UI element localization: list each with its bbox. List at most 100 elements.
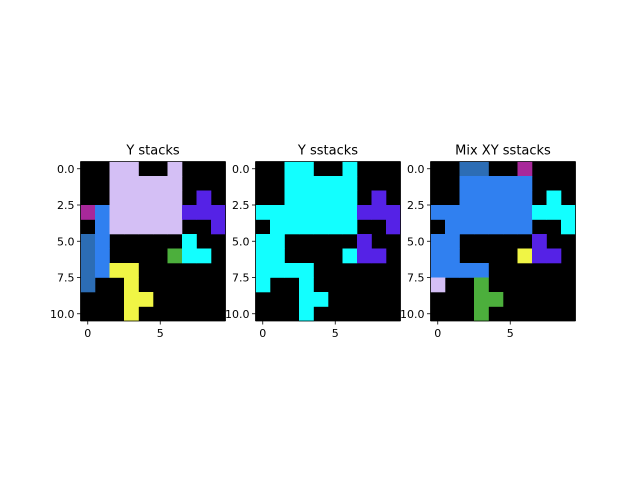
heatmap-cell — [517, 190, 533, 206]
heatmap-cell — [299, 306, 314, 322]
heatmap-cell — [299, 277, 314, 293]
heatmap-cell — [167, 205, 183, 220]
heatmap-cell — [299, 176, 314, 191]
heatmap-cell — [430, 263, 446, 278]
heatmap-cell — [95, 219, 110, 235]
chart-title: Mix XY sstacks — [455, 144, 551, 159]
heatmap-cell — [124, 205, 139, 220]
heatmap-cell — [182, 234, 197, 249]
heatmap-cell — [459, 161, 475, 177]
heatmap-cell — [124, 161, 139, 177]
heatmap-cell — [517, 161, 533, 177]
heatmap-cell — [459, 205, 475, 220]
heatmap-cell — [167, 219, 183, 235]
heatmap-cell — [532, 248, 547, 264]
heatmap-cell — [517, 248, 533, 264]
heatmap-cell — [445, 234, 460, 249]
heatmap-cell — [109, 219, 125, 235]
heatmap-cell — [95, 263, 110, 278]
y-tick-label: 5.0 — [407, 235, 425, 248]
heatmap-cell — [284, 263, 300, 278]
y-tick-label: 0.0 — [232, 163, 250, 176]
heatmap-cell — [182, 248, 197, 264]
heatmap-cell — [284, 219, 300, 235]
heatmap-cell — [299, 190, 314, 206]
heatmap-cell — [313, 205, 329, 220]
heatmap-cell — [445, 263, 460, 278]
heatmap-cell — [517, 219, 533, 235]
heatmap-cell — [561, 205, 576, 220]
heatmap-cell — [561, 219, 576, 235]
heatmap-cell — [153, 205, 168, 220]
heatmap-cell — [430, 277, 446, 293]
x-tick-label: 0 — [84, 327, 91, 340]
heatmap-cell — [138, 219, 154, 235]
heatmap-cell — [124, 190, 139, 206]
heatmap-cell — [270, 263, 285, 278]
heatmap-cell — [167, 176, 183, 191]
heatmap-cell — [503, 176, 518, 191]
heatmap-cell — [138, 190, 154, 206]
y-tick-label: 2.5 — [407, 199, 425, 212]
heatmap-cell — [80, 277, 96, 293]
heatmap-cell — [167, 190, 183, 206]
y-tick-label: 2.5 — [232, 199, 250, 212]
heatmap-cell — [299, 161, 314, 177]
heatmap-cell — [196, 248, 212, 264]
heatmap-cell — [474, 263, 489, 278]
heatmap-cell — [167, 161, 183, 177]
heatmap-cell — [153, 190, 168, 206]
x-tick-label: 5 — [332, 327, 339, 340]
heatmap-cell — [109, 176, 125, 191]
heatmap-cell — [546, 248, 562, 264]
heatmap-cell — [503, 190, 518, 206]
heatmap-cell — [488, 190, 504, 206]
heatmap-cell — [80, 248, 96, 264]
heatmap-cell — [313, 292, 329, 307]
heatmap-cell — [488, 176, 504, 191]
heatmap-cell — [109, 161, 125, 177]
x-tick-label: 5 — [157, 327, 164, 340]
heatmap-cell — [532, 205, 547, 220]
heatmap-cell — [342, 161, 358, 177]
heatmap-cell — [153, 176, 168, 191]
heatmap-cell — [357, 205, 372, 220]
heatmap-cell — [80, 263, 96, 278]
heatmap-cell — [299, 205, 314, 220]
heatmap-cell — [532, 234, 547, 249]
heatmap-cell — [386, 219, 401, 235]
heatmap-cell — [255, 234, 271, 249]
heatmap-cell — [124, 219, 139, 235]
heatmap-cell — [546, 190, 562, 206]
heatmap-cell — [328, 190, 343, 206]
y-tick-label: 0.0 — [57, 163, 75, 176]
heatmap-cell — [95, 248, 110, 264]
heatmap-cell — [342, 190, 358, 206]
heatmap-cell — [474, 176, 489, 191]
heatmap-cell — [459, 176, 475, 191]
chart-title: Y sstacks — [297, 144, 358, 159]
heatmap-cell — [284, 190, 300, 206]
heatmap-cell — [109, 205, 125, 220]
heatmap-cell — [182, 205, 197, 220]
heatmap-panel-3: Mix XY sstacks 0 5 0.0 2.5 5.0 7.5 10.0 — [400, 144, 576, 340]
heatmap-cell — [445, 248, 460, 264]
heatmap-cell — [371, 205, 387, 220]
heatmap-panel-1: Y stacks 0 5 0.0 2.5 5.0 7.5 10.0 — [50, 144, 226, 340]
heatmap-cell — [124, 306, 139, 322]
heatmap-cell — [342, 176, 358, 191]
y-tick-label: 7.5 — [232, 272, 250, 285]
heatmap-cell — [270, 205, 285, 220]
heatmap-cell — [80, 205, 96, 220]
y-tick-label: 7.5 — [407, 272, 425, 285]
heatmap-cell — [474, 205, 489, 220]
heatmap-cell — [357, 248, 372, 264]
heatmap-cell — [284, 176, 300, 191]
heatmap-cell — [255, 277, 271, 293]
heatmap-cell — [153, 219, 168, 235]
heatmap-cell — [313, 176, 329, 191]
heatmap-cell — [474, 292, 489, 307]
heatmap-cell — [474, 219, 489, 235]
y-tick-label: 0.0 — [407, 163, 425, 176]
heatmap-cell — [371, 248, 387, 264]
